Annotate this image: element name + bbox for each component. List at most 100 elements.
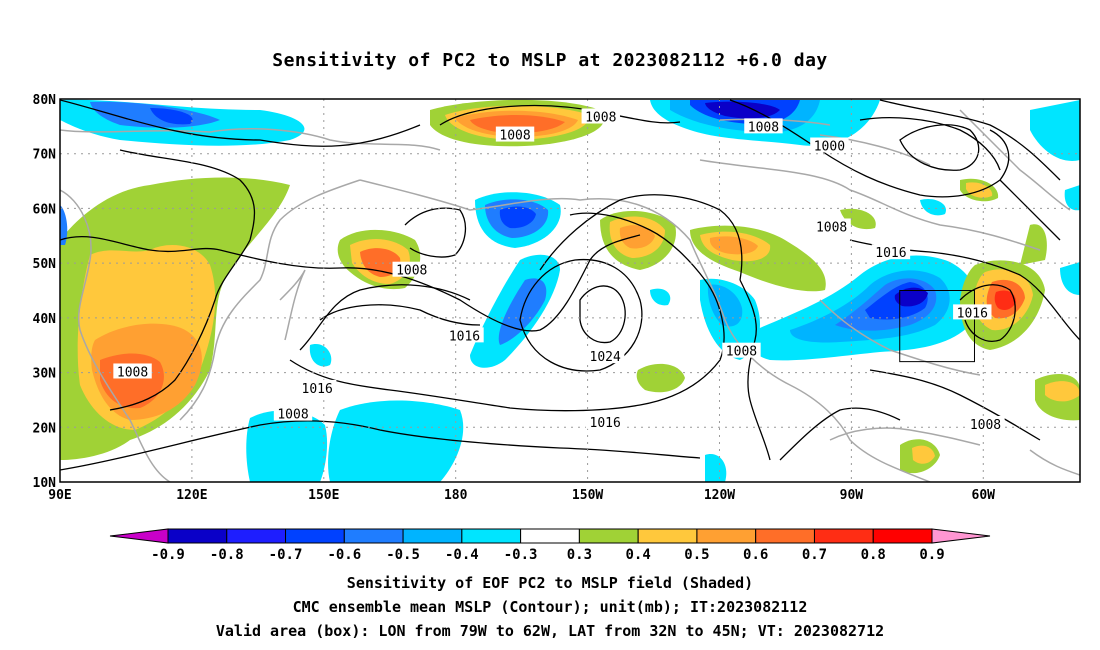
latitude-label: 80N (33, 93, 57, 108)
colorbar-label: -0.7 (269, 547, 303, 560)
colorbar-label: -0.5 (386, 547, 420, 560)
contour-label-bg (744, 118, 783, 134)
footer-line-3: Valid area (box): LON from 79W to 62W, L… (215, 622, 885, 640)
colorbar-swatch (226, 528, 287, 544)
latitude-label: 30N (33, 367, 57, 382)
colorbar-swatch (872, 528, 933, 544)
contour-label-text: 1016 (302, 382, 333, 397)
contour-label-text: 1008 (748, 120, 779, 135)
contour-label-bg (966, 416, 1005, 432)
contour-label: 1024 (585, 348, 625, 365)
colorbar-swatch (755, 528, 815, 544)
colorbar-swatch (696, 528, 757, 544)
contour-label: 1008 (113, 363, 152, 380)
contour-label: 1016 (953, 304, 992, 321)
contour-label-text: 1000 (814, 140, 845, 155)
contour-label: 1008 (495, 126, 535, 144)
gridlines (60, 99, 1080, 482)
longitude-label: 90W (840, 488, 864, 503)
colorbar-label: 0.3 (567, 547, 592, 560)
latitude-label: 70N (33, 148, 57, 163)
colorbar-swatch (637, 528, 698, 544)
footer-line-2: CMC ensemble mean MSLP (Contour); unit(m… (292, 598, 808, 616)
colorbar-label: 0.7 (802, 547, 827, 560)
contour-label-bg (273, 405, 313, 421)
colorbar-swatch (461, 528, 522, 544)
colorbar-swatch (402, 528, 463, 544)
contour-label-text: 1008 (816, 220, 847, 235)
contour-labels: 1008 1008 1016 1016 1008 1008 1008 1008 1024 1016… (113, 108, 1005, 433)
contour-label-bg (581, 108, 620, 124)
longitude-label: 150E (308, 488, 339, 503)
colorbar-label: 0.8 (861, 547, 886, 560)
contour-label-bg (812, 218, 851, 234)
contour-label-text: 1016 (957, 306, 988, 321)
contour-label-text: 1016 (449, 329, 480, 344)
colorbar-label: 0.9 (919, 547, 944, 560)
map-title: Sensitivity of PC2 to MSLP at 2023082112… (272, 50, 828, 71)
contour-label-text: 1016 (590, 416, 621, 431)
contour-label-bg (113, 363, 152, 379)
colorbar-overflow-triangle (931, 528, 991, 544)
contour-label-bg (445, 327, 484, 343)
latitude-label: 20N (33, 421, 57, 436)
contour-label: 1008 (273, 405, 313, 423)
contour-label: 1008 (812, 218, 851, 235)
longitude-labels: 90E 120E 150E 180 150W 120W 90W 60W (48, 488, 995, 503)
contour-label-text: 1016 (875, 246, 906, 261)
latitude-label: 50N (33, 257, 57, 272)
longitude-label: 60W (972, 488, 996, 503)
contour-label-text: 1024 (590, 350, 621, 365)
colorbar-label: -0.4 (445, 547, 479, 560)
contour-label: 1008 (581, 108, 620, 126)
colorbar: -0.9 -0.8 -0.7 -0.6 -0.5 -0.4 -0.3 0.3 0.4 0.5 0.6… (109, 528, 991, 560)
contour-label-text: 1008 (277, 408, 308, 423)
colorbar-swatch (578, 528, 639, 544)
shaded-sensitivity (60, 99, 1080, 482)
latitude-label: 40N (33, 312, 57, 327)
colorbar-swatch (520, 528, 580, 544)
contour-label-text: 1008 (499, 129, 530, 144)
contour-label: 1000 (810, 137, 849, 155)
contour-label-bg (585, 413, 625, 429)
colorbar-label: 0.5 (684, 547, 709, 560)
colorbar-label: -0.3 (504, 547, 538, 560)
longitude-label: 150W (572, 488, 603, 503)
contour-label-text: 1008 (585, 111, 616, 126)
contour-label-bg (585, 348, 625, 364)
contour-label-bg (871, 244, 911, 260)
colorbar-swatch (167, 528, 228, 544)
longitude-label: 180 (444, 488, 468, 503)
map-frame (59, 98, 1081, 483)
contour-label-bg (392, 261, 431, 277)
coastlines (60, 109, 1080, 482)
latitude-labels: 80N 70N 60N 50N 40N 30N 20N 10N (33, 93, 57, 491)
sensitivity-map: 1008 1008 1016 1016 1008 1008 1008 1008 1024 1016… (33, 93, 1081, 503)
contour-label: 1008 (966, 416, 1005, 433)
longitude-label: 90E (48, 488, 71, 503)
longitude-label: 120W (704, 488, 735, 503)
contour-label: 1016 (585, 413, 625, 431)
longitude-label: 120E (176, 488, 207, 503)
latitude-label: 60N (33, 202, 57, 217)
colorbar-label: 0.4 (626, 547, 651, 560)
valid-area-box (899, 290, 975, 363)
footer-line-1: Sensitivity of EOF PC2 to MSLP field (Sh… (346, 574, 754, 592)
colorbar-label: -0.9 (151, 547, 185, 560)
contour-label: 1016 (297, 379, 337, 397)
contour-label-bg (297, 379, 337, 395)
contour-label: 1008 (392, 261, 431, 279)
colorbar-underflow-triangle (109, 528, 169, 544)
contour-label-text: 1008 (970, 418, 1001, 433)
contour-label: 1016 (871, 244, 911, 261)
colorbar-swatch (285, 528, 345, 544)
colorbar-swatch (343, 528, 404, 544)
colorbar-label: 0.6 (743, 547, 768, 560)
colorbar-label: -0.6 (327, 547, 361, 560)
mslp-contours (60, 99, 1080, 471)
contour-label-bg (810, 137, 849, 153)
contour-label: 1016 (445, 327, 484, 344)
contour-label: 1008 (744, 118, 783, 135)
contour-label-bg (495, 126, 535, 142)
contour-label-text: 1008 (726, 345, 757, 360)
